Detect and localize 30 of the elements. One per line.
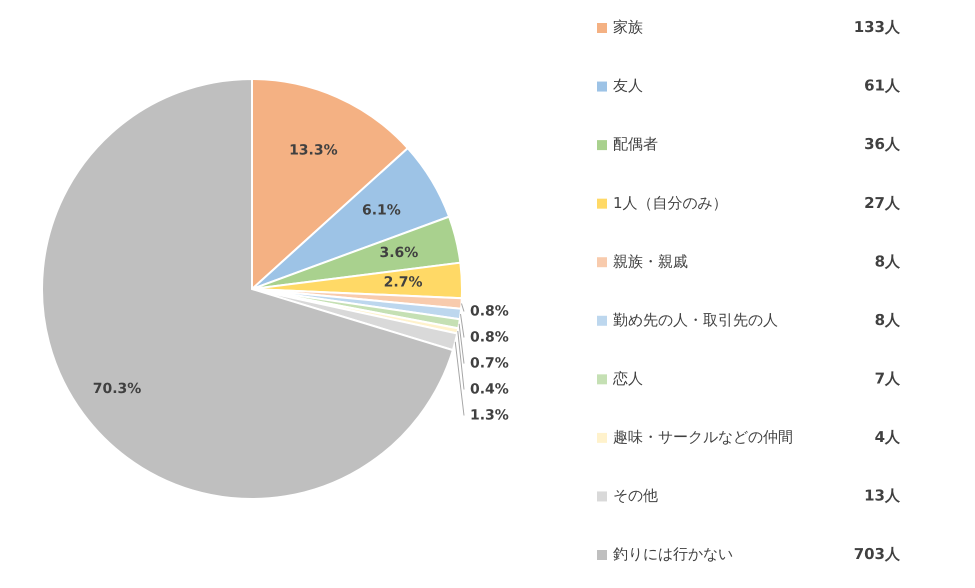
legend-label: その他 <box>613 486 658 505</box>
legend-label: 恋人 <box>612 369 643 388</box>
legend-label: 家族 <box>613 18 643 36</box>
legend-label: 勤め先の人・取引先の人 <box>613 310 778 329</box>
data-label: 13.3% <box>289 142 338 159</box>
text: 27人 <box>864 194 901 212</box>
legend-label: 友人 <box>613 76 643 95</box>
data-label: 0.7% <box>470 355 509 372</box>
data-label: 6.1% <box>362 202 401 219</box>
legend-label: 1人（自分のみ） <box>613 194 728 212</box>
text: 36人 <box>864 135 901 154</box>
text: 8人 <box>874 252 901 270</box>
legend-label: 釣りには行かない <box>613 545 733 564</box>
legend-label: 趣味・サークルなどの仲間 <box>613 428 793 446</box>
text: 703人 <box>854 545 901 564</box>
data-label: 0.8% <box>470 303 509 320</box>
text: 133人 <box>854 18 901 36</box>
text: 61人 <box>864 76 901 95</box>
data-label: 0.4% <box>470 381 509 398</box>
data-label: 0.8% <box>470 329 509 346</box>
text: 13人 <box>864 486 901 505</box>
text: 8人 <box>874 310 901 329</box>
legend-label: 親族・親戚 <box>613 252 688 270</box>
data-label: 2.7% <box>384 274 422 291</box>
legend-label: 配偶者 <box>613 135 658 154</box>
data-label: 70.3% <box>92 380 142 397</box>
text: 4人 <box>874 428 901 446</box>
text: 7人 <box>874 369 901 388</box>
data-label: 1.3% <box>470 407 509 424</box>
data-label: 3.6% <box>379 245 418 262</box>
